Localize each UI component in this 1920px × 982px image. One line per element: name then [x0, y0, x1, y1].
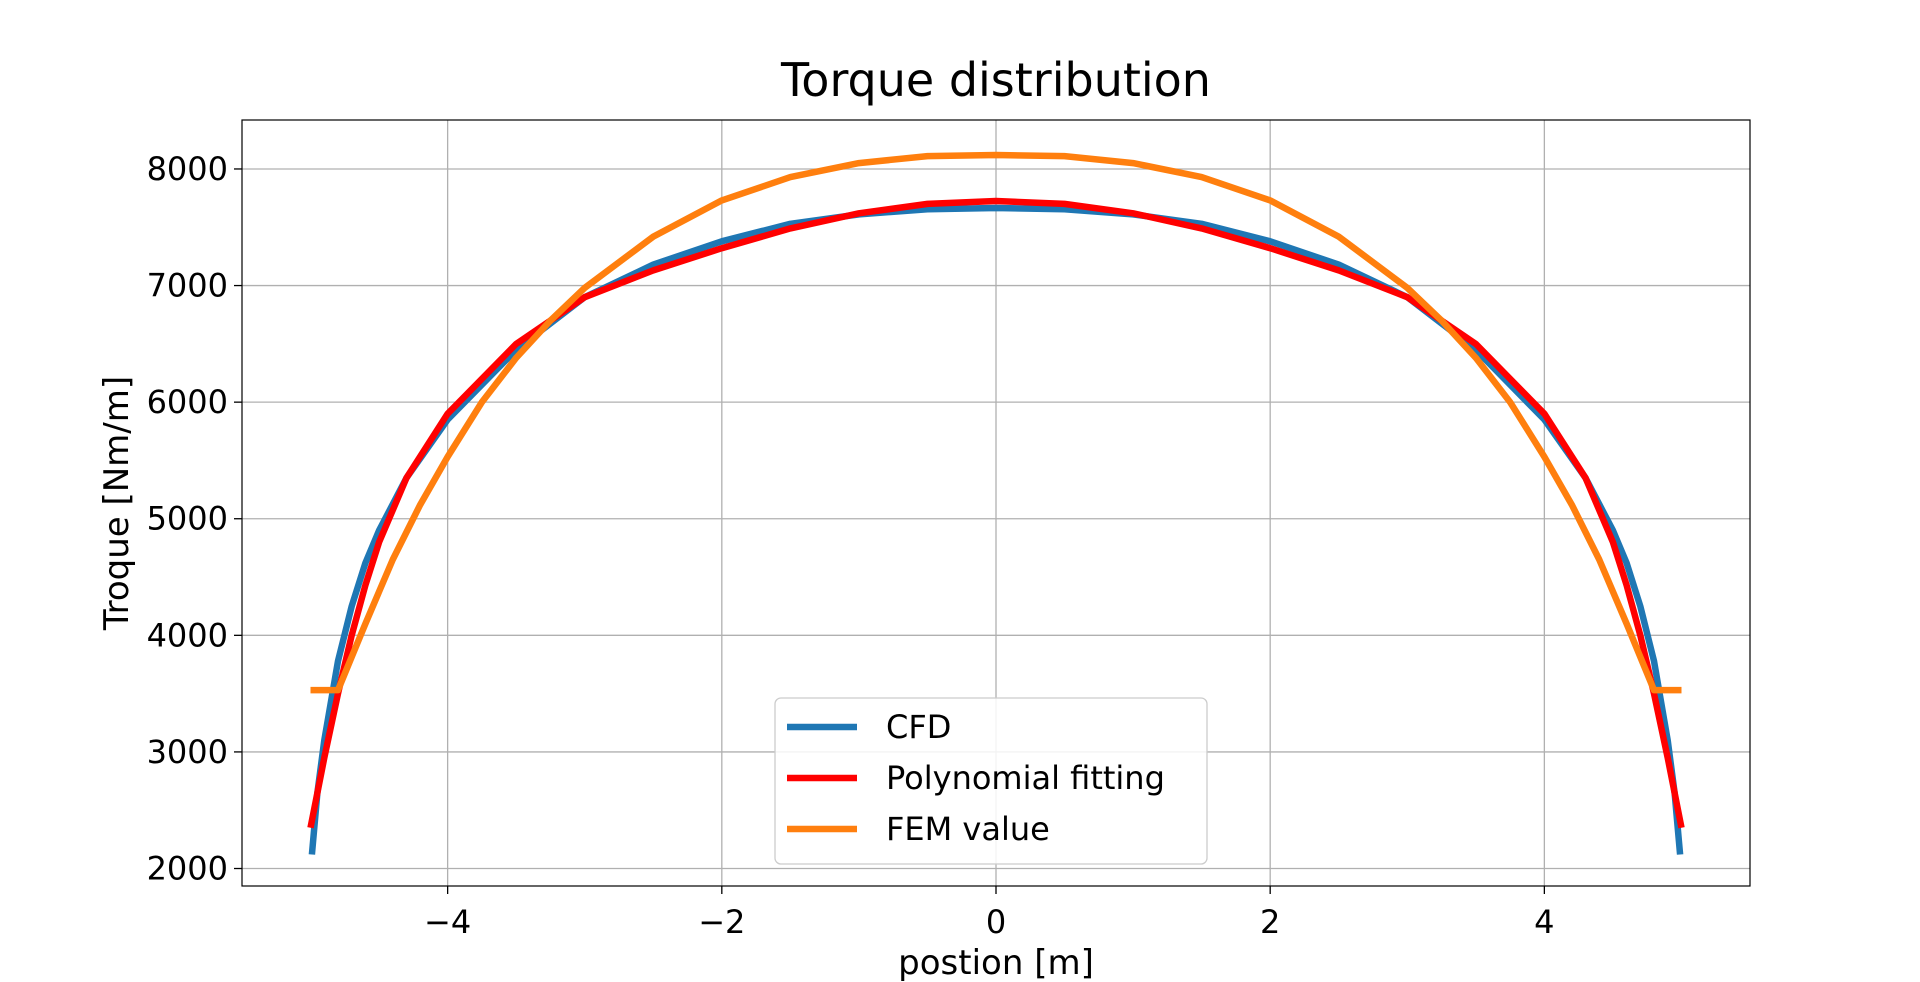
y-tick-label: 5000: [147, 500, 228, 538]
y-axis-title: Troque [Nm/m]: [97, 376, 137, 631]
y-tick-label: 8000: [147, 150, 228, 188]
x-tick-label: −4: [424, 903, 471, 941]
y-tick-label: 7000: [147, 267, 228, 305]
legend: CFD Polynomial fitting FEM value: [774, 697, 1208, 865]
legend-box: [774, 697, 1208, 865]
y-tick-label: 3000: [147, 733, 228, 771]
x-tick-label: 4: [1534, 903, 1554, 941]
x-tick-label: −2: [698, 903, 745, 941]
x-axis-title: postion [m]: [898, 943, 1094, 982]
x-tick-label: 0: [986, 903, 1006, 941]
series-line-2: [307, 197, 1685, 829]
series-line-1: [308, 204, 1684, 855]
legend-label: CFD: [886, 708, 951, 746]
chart-title: Torque distribution: [780, 53, 1211, 107]
grid-lines: [242, 120, 1750, 886]
axis-ticks: −4 −2 0 2 4 2000 3000 4000 5000 6000 7000 8000: [147, 150, 1555, 941]
x-tick-label: 2: [1260, 903, 1280, 941]
y-tick-label: 4000: [147, 616, 228, 654]
legend-label: FEM value: [886, 810, 1050, 848]
plot-series: [307, 151, 1685, 855]
y-tick-label: 2000: [147, 850, 228, 888]
legend-label: Polynomial fitting: [886, 759, 1165, 797]
series-line-3: [310, 151, 1682, 694]
y-tick-label: 6000: [147, 383, 228, 421]
